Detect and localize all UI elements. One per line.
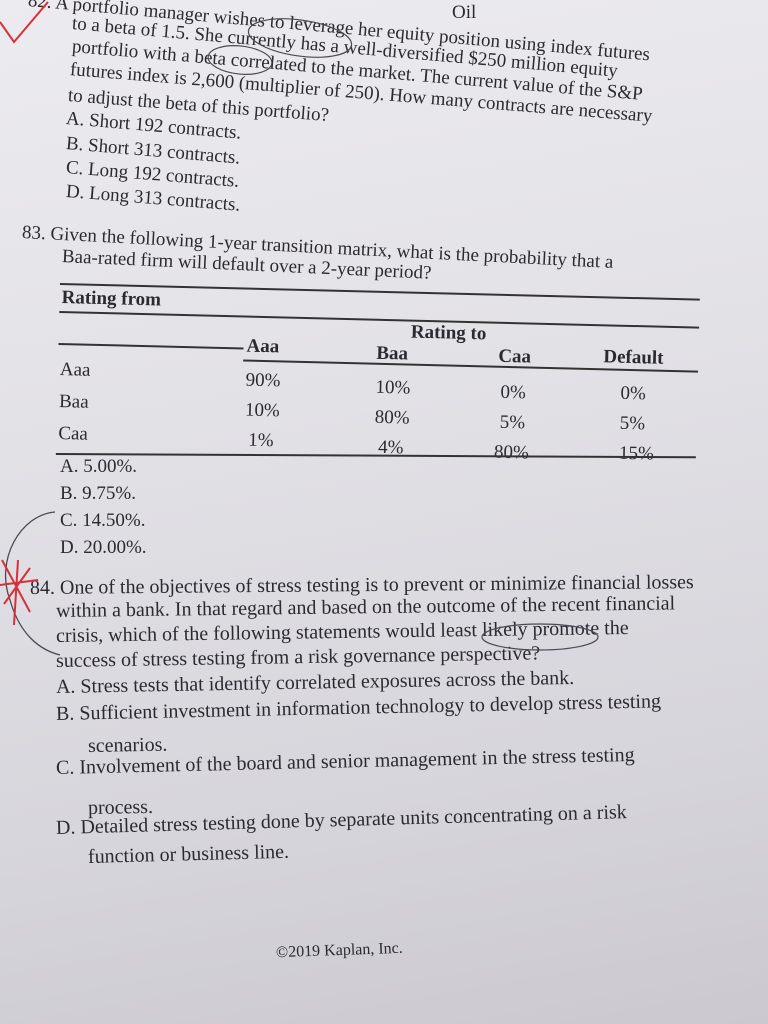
- copyright-footer: ©2019 Kaplan, Inc.: [275, 939, 404, 962]
- table-cell: 90%: [245, 369, 281, 392]
- question-text-line: crisis, which of the following statement…: [55, 617, 629, 647]
- page-header: Oil: [452, 2, 477, 23]
- row-label: Aaa: [59, 359, 91, 381]
- table-cell: 15%: [618, 442, 655, 465]
- table-cell: 80%: [493, 441, 530, 464]
- table-header-rating-to: Rating to: [410, 321, 487, 345]
- table-cell: 10%: [244, 399, 281, 422]
- table-cell: 0%: [620, 382, 647, 405]
- answer-option: B. 9.75%.: [60, 483, 136, 504]
- table-cell: 5%: [619, 412, 646, 435]
- table-cell: 5%: [499, 411, 526, 434]
- answer-option: A. 5.00%.: [60, 456, 138, 477]
- table-header-rating-from: Rating from: [61, 287, 162, 311]
- table-cell: 10%: [375, 376, 411, 399]
- row-label: Caa: [58, 423, 89, 445]
- column-header: Default: [603, 346, 664, 369]
- answer-option-continued: scenarios.: [87, 733, 168, 757]
- row-label: Baa: [58, 391, 89, 413]
- column-header: Aaa: [246, 335, 280, 358]
- table-cell: 80%: [374, 406, 410, 429]
- answer-option-continued: function or business line.: [87, 840, 290, 868]
- table-cell: 0%: [500, 381, 527, 404]
- question-text-line: success of stress testing from a risk go…: [55, 642, 541, 672]
- answer-option: D. 20.00%.: [60, 537, 147, 558]
- transition-matrix-table: Rating from Rating to Aaa Baa Caa Defaul…: [55, 283, 700, 474]
- answer-option: C. 14.50%.: [60, 510, 146, 531]
- table-cell: 1%: [247, 429, 274, 452]
